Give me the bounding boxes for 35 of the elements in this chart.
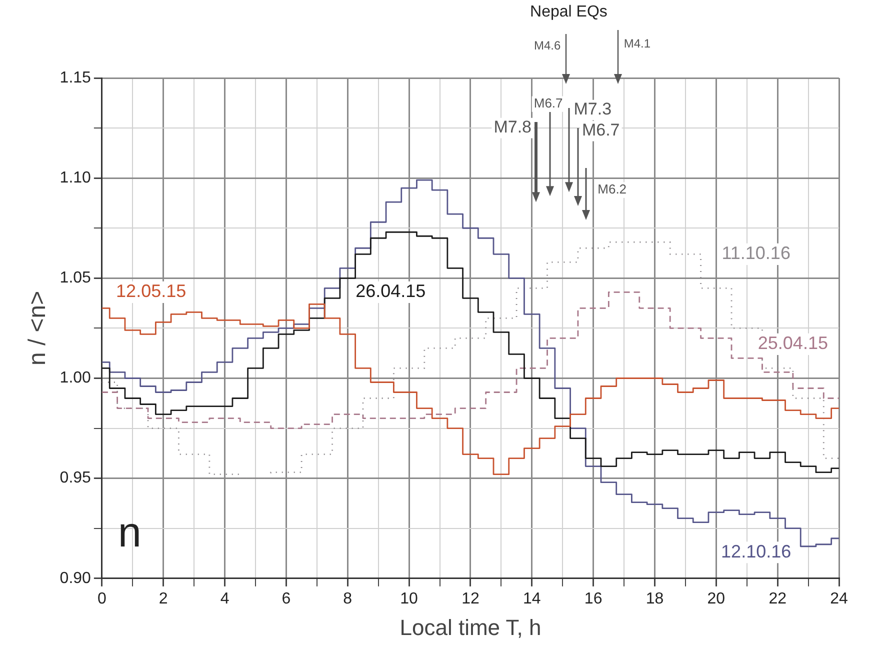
text: Nepal EQs bbox=[530, 3, 608, 20]
x-tick-label: 20 bbox=[707, 590, 726, 608]
x-axis-title: Local time T, h bbox=[400, 614, 542, 640]
x-tick-label: 10 bbox=[400, 590, 418, 608]
x-tick-label: 0 bbox=[97, 590, 106, 608]
series-label: 25.04.15 bbox=[758, 333, 828, 354]
series-label: 12.10.16 bbox=[721, 541, 792, 562]
annotation: M6.7 bbox=[534, 96, 563, 111]
x-tick-label: 2 bbox=[158, 590, 168, 608]
series-label: 11.10.16 bbox=[722, 243, 790, 264]
x-tick-label: 8 bbox=[343, 590, 352, 608]
x-tick-label: 22 bbox=[768, 590, 787, 608]
x-tick-label: 16 bbox=[584, 590, 602, 608]
y-tick-label: 0.90 bbox=[60, 570, 92, 587]
annotation: n bbox=[118, 508, 142, 556]
text: M4.6 bbox=[534, 38, 561, 52]
x-tick-label: 18 bbox=[646, 590, 664, 608]
x-tick-label: 12 bbox=[462, 590, 480, 608]
x-tick-label: 4 bbox=[220, 590, 230, 608]
y-tick-label: 1.10 bbox=[60, 169, 92, 186]
series-label: 12.05.15 bbox=[116, 281, 186, 302]
annotation: M7.3 bbox=[574, 100, 612, 119]
series-label: 26.04.15 bbox=[356, 281, 426, 302]
x-tick-label: 14 bbox=[522, 590, 541, 608]
y-tick-label: 1.05 bbox=[60, 270, 92, 287]
y-tick-label: 1.00 bbox=[60, 370, 92, 387]
y-axis-title: n / <n> bbox=[24, 290, 52, 366]
annotation: M7.8 bbox=[494, 118, 532, 137]
x-tick-label: 24 bbox=[830, 590, 848, 608]
annotation: M6.2 bbox=[598, 182, 627, 197]
annotation: M6.7 bbox=[582, 120, 620, 140]
x-tick-label: 6 bbox=[282, 590, 291, 608]
text: M4.1 bbox=[624, 36, 651, 50]
y-tick-label: 1.15 bbox=[60, 69, 92, 86]
y-tick-label: 0.95 bbox=[60, 470, 92, 487]
